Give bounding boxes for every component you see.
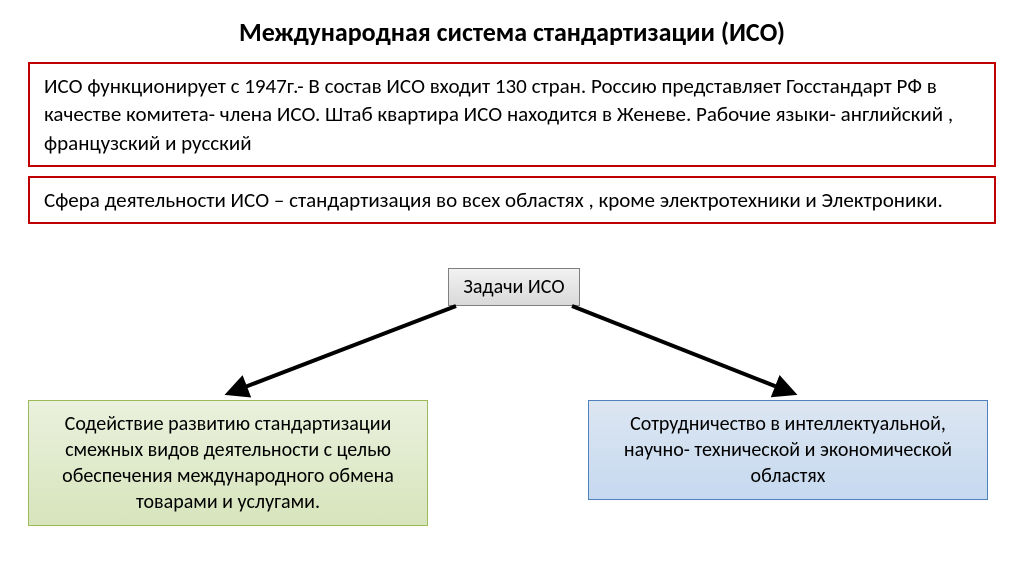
tasks-center-box: Задачи ИСО [448,268,580,306]
info-box-2: Сфера деятельности ИСО – стандартизация … [28,176,996,224]
task-left-box: Содействие развитию стандартизации смежн… [28,400,428,526]
task-right-box: Сотрудничество в интеллектуальной, научн… [588,400,988,500]
page-title: Международная система стандартизации (ИС… [0,16,1024,48]
info-box-1: ИСО функционирует с 1947г.- В состав ИСО… [28,62,996,167]
arrow-right [572,306,790,392]
arrow-left [232,306,456,392]
